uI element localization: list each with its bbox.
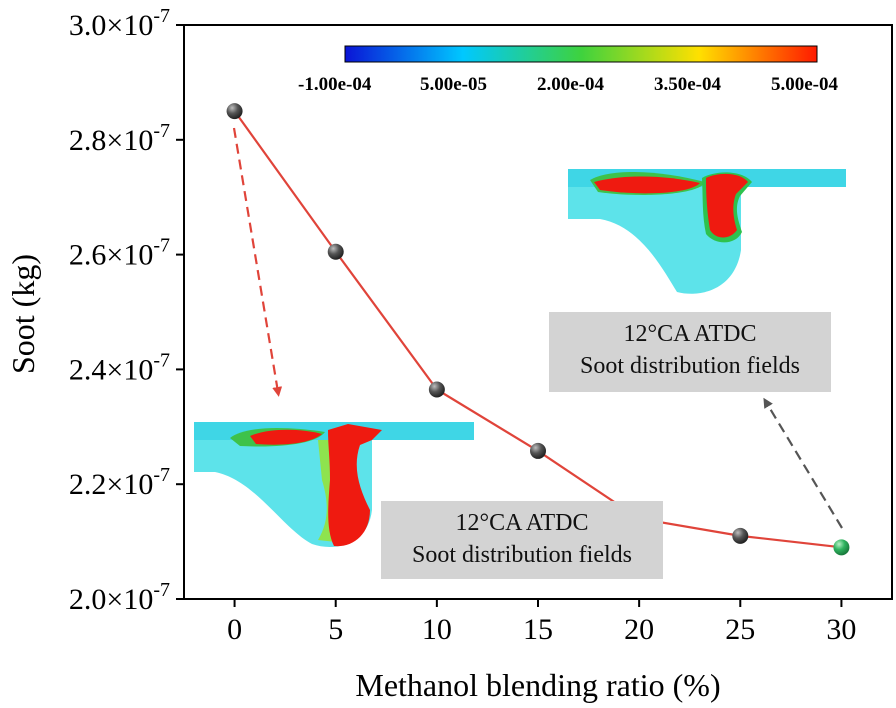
y-tick-label-1: 2.2×10-7 [69, 464, 170, 501]
annotation-box-0: 12°CA ATDC Soot distribution fields [381, 501, 663, 579]
x-tick-label-2: 10 [422, 613, 452, 646]
data-point-3 [530, 442, 546, 459]
y-tick-label-3: 2.6×10-7 [69, 235, 170, 272]
x-axis-label: Methanol blending ratio (%) [355, 667, 720, 703]
x-tick-label-4: 20 [624, 613, 654, 646]
data-point-2 [428, 381, 445, 398]
soot-field-30-percent [568, 169, 846, 294]
y-tick-label-4: 2.8×10-7 [69, 120, 170, 157]
data-point-5 [732, 527, 749, 544]
x-tick-label-5: 25 [725, 613, 755, 646]
x-axis: 0 5 10 15 20 25 30 [227, 599, 856, 646]
soot-field-0-percent [194, 422, 474, 547]
annotation-box-30: 12°CA ATDC Soot distribution fields [549, 312, 831, 392]
colorbar-tick-4: 5.00e-04 [771, 74, 839, 95]
annotation-0-line1: 12°CA ATDC [455, 510, 589, 536]
colorbar [344, 45, 818, 63]
colorbar-tick-0: -1.00e-04 [298, 74, 372, 95]
data-point-6 [833, 539, 850, 556]
annotation-0-line2: Soot distribution fields [411, 542, 632, 568]
y-tick-label-2: 2.4×10-7 [69, 349, 170, 386]
y-axis: 2.0×10-7 2.2×10-7 2.4×10-7 2.6×10-7 2.8×10-7… [69, 5, 184, 616]
data-point-0 [226, 103, 243, 120]
arrow-to-field-0 [232, 127, 283, 397]
colorbar-tick-1: 5.00e-05 [420, 74, 488, 95]
colorbar-tick-3: 3.50e-04 [654, 74, 722, 95]
x-tick-label-0: 0 [227, 613, 242, 646]
arrow-to-field-30 [763, 397, 843, 529]
y-axis-label: Soot (kg) [5, 254, 41, 374]
annotation-30-line2: Soot distribution fields [579, 353, 800, 379]
colorbar-tick-2: 2.00e-04 [537, 74, 605, 95]
x-tick-label-3: 15 [523, 613, 553, 646]
data-point-1 [327, 243, 344, 260]
y-tick-label-5: 3.0×10-7 [69, 5, 170, 42]
annotation-30-line1: 12°CA ATDC [623, 321, 757, 347]
x-tick-label-1: 5 [328, 613, 343, 646]
y-tick-label-0: 2.0×10-7 [69, 579, 170, 616]
x-tick-label-6: 30 [826, 613, 856, 646]
